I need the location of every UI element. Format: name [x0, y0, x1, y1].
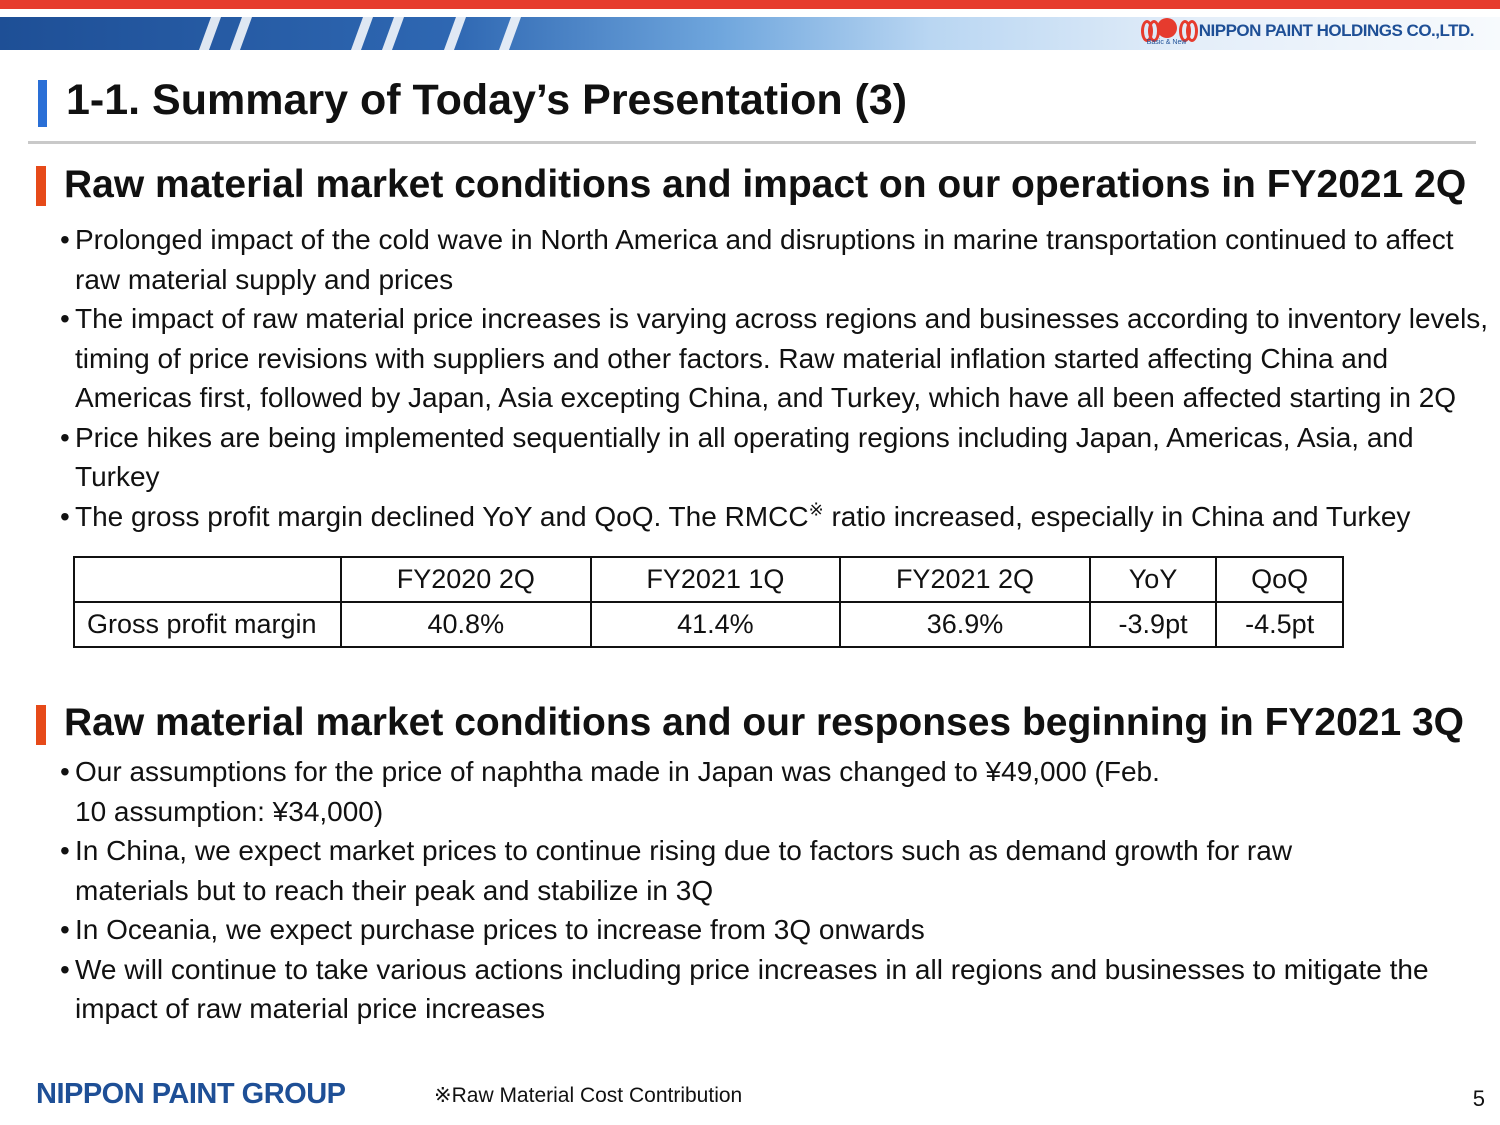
footnote: ※Raw Material Cost Contribution	[434, 1084, 743, 1107]
table-row-label: Gross profit margin	[73, 601, 342, 648]
table-row: Gross profit margin 40.8% 41.4% 36.9% -3…	[73, 601, 1344, 648]
top-red-stripe	[0, 0, 1500, 9]
logo-tagline: Basic & New	[1146, 39, 1187, 46]
bullet-text: The gross profit margin declined YoY and…	[75, 500, 809, 532]
header-band	[0, 17, 1500, 50]
bullet-item: Price hikes are being implemented sequen…	[60, 418, 1500, 497]
slide-title: 1-1. Summary of Today’s Presentation (3)	[66, 76, 908, 124]
gross-profit-table: FY2020 2Q FY2021 1Q FY2021 2Q YoY QoQ Gr…	[73, 556, 1344, 648]
table-header-cell: QoQ	[1215, 556, 1344, 603]
section1-heading: Raw material market conditions and impac…	[64, 163, 1467, 206]
table-header-cell	[73, 556, 342, 603]
table-cell: -4.5pt	[1215, 601, 1344, 648]
title-divider	[28, 141, 1476, 144]
bullet-item: The impact of raw material price increas…	[60, 299, 1500, 418]
bullet-item: Our assumptions for the price of naphtha…	[60, 752, 1180, 831]
company-logo: Basic & New NIPPON PAINT HOLDINGS CO.,LT…	[1137, 17, 1475, 51]
page-number: 5	[1472, 1086, 1485, 1111]
bullet-item: In Oceania, we expect purchase prices to…	[60, 910, 1480, 950]
bullet-item: We will continue to take various actions…	[60, 950, 1480, 1029]
table-header-cell: FY2020 2Q	[340, 556, 592, 603]
bullet-text: ratio increased, especially in China and…	[823, 500, 1411, 532]
section2-bullets: Our assumptions for the price of naphtha…	[60, 752, 1480, 1029]
table-header-cell: YoY	[1088, 556, 1218, 603]
table-header-cell: FY2021 2Q	[839, 556, 1091, 603]
section1-accent-bar	[36, 166, 46, 206]
section1-bullets: Prolonged impact of the cold wave in Nor…	[60, 220, 1500, 536]
footer-brand-logo: NIPPON PAINT GROUP	[36, 1078, 346, 1110]
footnote-mark: ※	[808, 499, 824, 520]
table-cell: 36.9%	[839, 601, 1091, 648]
company-name: NIPPON PAINT HOLDINGS CO.,LTD.	[1198, 21, 1475, 40]
section2-accent-bar	[36, 705, 46, 745]
table-header-cell: FY2021 1Q	[589, 556, 842, 603]
bullet-item: In China, we expect market prices to con…	[60, 831, 1405, 910]
section2-heading: Raw material market conditions and our r…	[64, 701, 1465, 744]
title-accent-bar	[38, 80, 47, 127]
bullet-item: Prolonged impact of the cold wave in Nor…	[60, 220, 1500, 299]
table-cell: 41.4%	[589, 601, 842, 648]
table-cell: -3.9pt	[1088, 601, 1218, 648]
table-cell: 40.8%	[340, 601, 592, 648]
table-header-row: FY2020 2Q FY2021 1Q FY2021 2Q YoY QoQ	[73, 556, 1344, 603]
logo-mark-icon: Basic & New	[1137, 17, 1198, 47]
bullet-item: The gross profit margin declined YoY and…	[60, 497, 1500, 537]
